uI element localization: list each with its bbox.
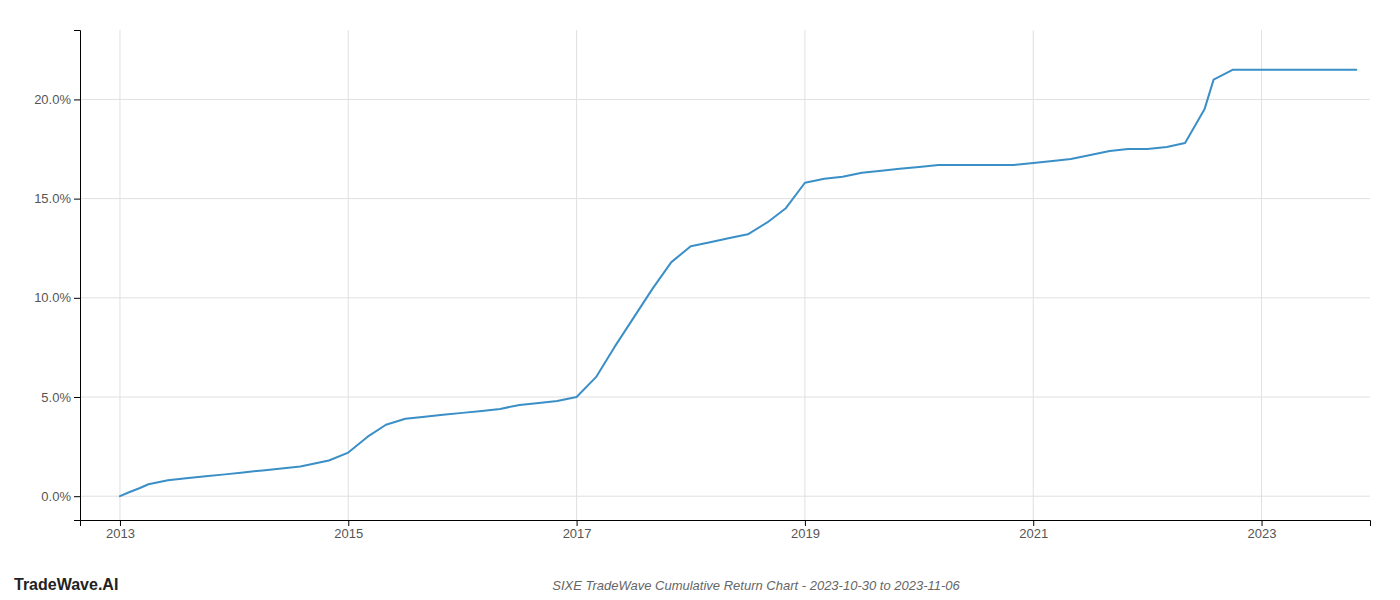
x-axis: 2013 2015 2017 2019 2021 2023 bbox=[81, 520, 1371, 541]
tick-mark bbox=[74, 99, 80, 100]
tick-label: 2019 bbox=[791, 526, 820, 541]
grid bbox=[80, 30, 1370, 520]
tick-label: 2017 bbox=[563, 526, 592, 541]
y-axis: 0.0% 5.0% 10.0% 15.0% 20.0% bbox=[34, 31, 80, 521]
tick: 2019 bbox=[791, 520, 820, 541]
tick-mark bbox=[74, 496, 80, 497]
tick: 20.0% bbox=[34, 92, 80, 107]
axis-line bbox=[74, 31, 81, 521]
tick-label: 2015 bbox=[334, 526, 363, 541]
grid-line bbox=[80, 397, 1370, 398]
tick-label: 2023 bbox=[1248, 526, 1277, 541]
tick-mark bbox=[577, 520, 578, 526]
tick: 2017 bbox=[563, 520, 592, 541]
tick-label: 5.0% bbox=[41, 390, 71, 405]
grid-line bbox=[80, 99, 1370, 100]
tick: 5.0% bbox=[41, 390, 80, 405]
grid-line bbox=[576, 30, 577, 520]
grid-line bbox=[80, 496, 1370, 497]
grid-line bbox=[1033, 30, 1034, 520]
tick-mark bbox=[348, 520, 349, 526]
tick-label: 10.0% bbox=[34, 290, 71, 305]
tick: 0.0% bbox=[41, 489, 80, 504]
tick-mark bbox=[74, 397, 80, 398]
plot-area bbox=[120, 70, 1356, 497]
tick-label: 2021 bbox=[1019, 526, 1048, 541]
tick-label: 2013 bbox=[106, 526, 135, 541]
tick-label: 0.0% bbox=[41, 489, 71, 504]
axis-line bbox=[81, 521, 1371, 527]
chart: 2013 2015 2017 2019 2021 2023 0.0% 5.0% 10.0% 15.… bbox=[0, 0, 1400, 600]
tick: 15.0% bbox=[34, 191, 80, 206]
tick-mark bbox=[74, 199, 80, 200]
grid-line bbox=[348, 30, 349, 520]
title: SIXE TradeWave Cumulative Return Chart -… bbox=[552, 578, 960, 593]
tick-mark bbox=[1262, 520, 1263, 526]
grid-line bbox=[1261, 30, 1262, 520]
grid-line bbox=[804, 30, 805, 520]
tick-mark bbox=[120, 520, 121, 526]
tick-mark bbox=[1033, 520, 1034, 526]
tick-label: 15.0% bbox=[34, 191, 71, 206]
tick-mark bbox=[805, 520, 806, 526]
tick: 2013 bbox=[106, 520, 135, 541]
tick: 2021 bbox=[1019, 520, 1048, 541]
tick: 10.0% bbox=[34, 290, 80, 305]
tick-label: 20.0% bbox=[34, 92, 71, 107]
tick: 2015 bbox=[334, 520, 363, 541]
data-line bbox=[120, 70, 1356, 497]
watermark: TradeWave.AI bbox=[14, 576, 118, 593]
grid-line bbox=[80, 297, 1370, 298]
tick: 2023 bbox=[1248, 520, 1277, 541]
grid-line bbox=[119, 30, 120, 520]
tick-mark bbox=[74, 298, 80, 299]
grid-line bbox=[80, 198, 1370, 199]
